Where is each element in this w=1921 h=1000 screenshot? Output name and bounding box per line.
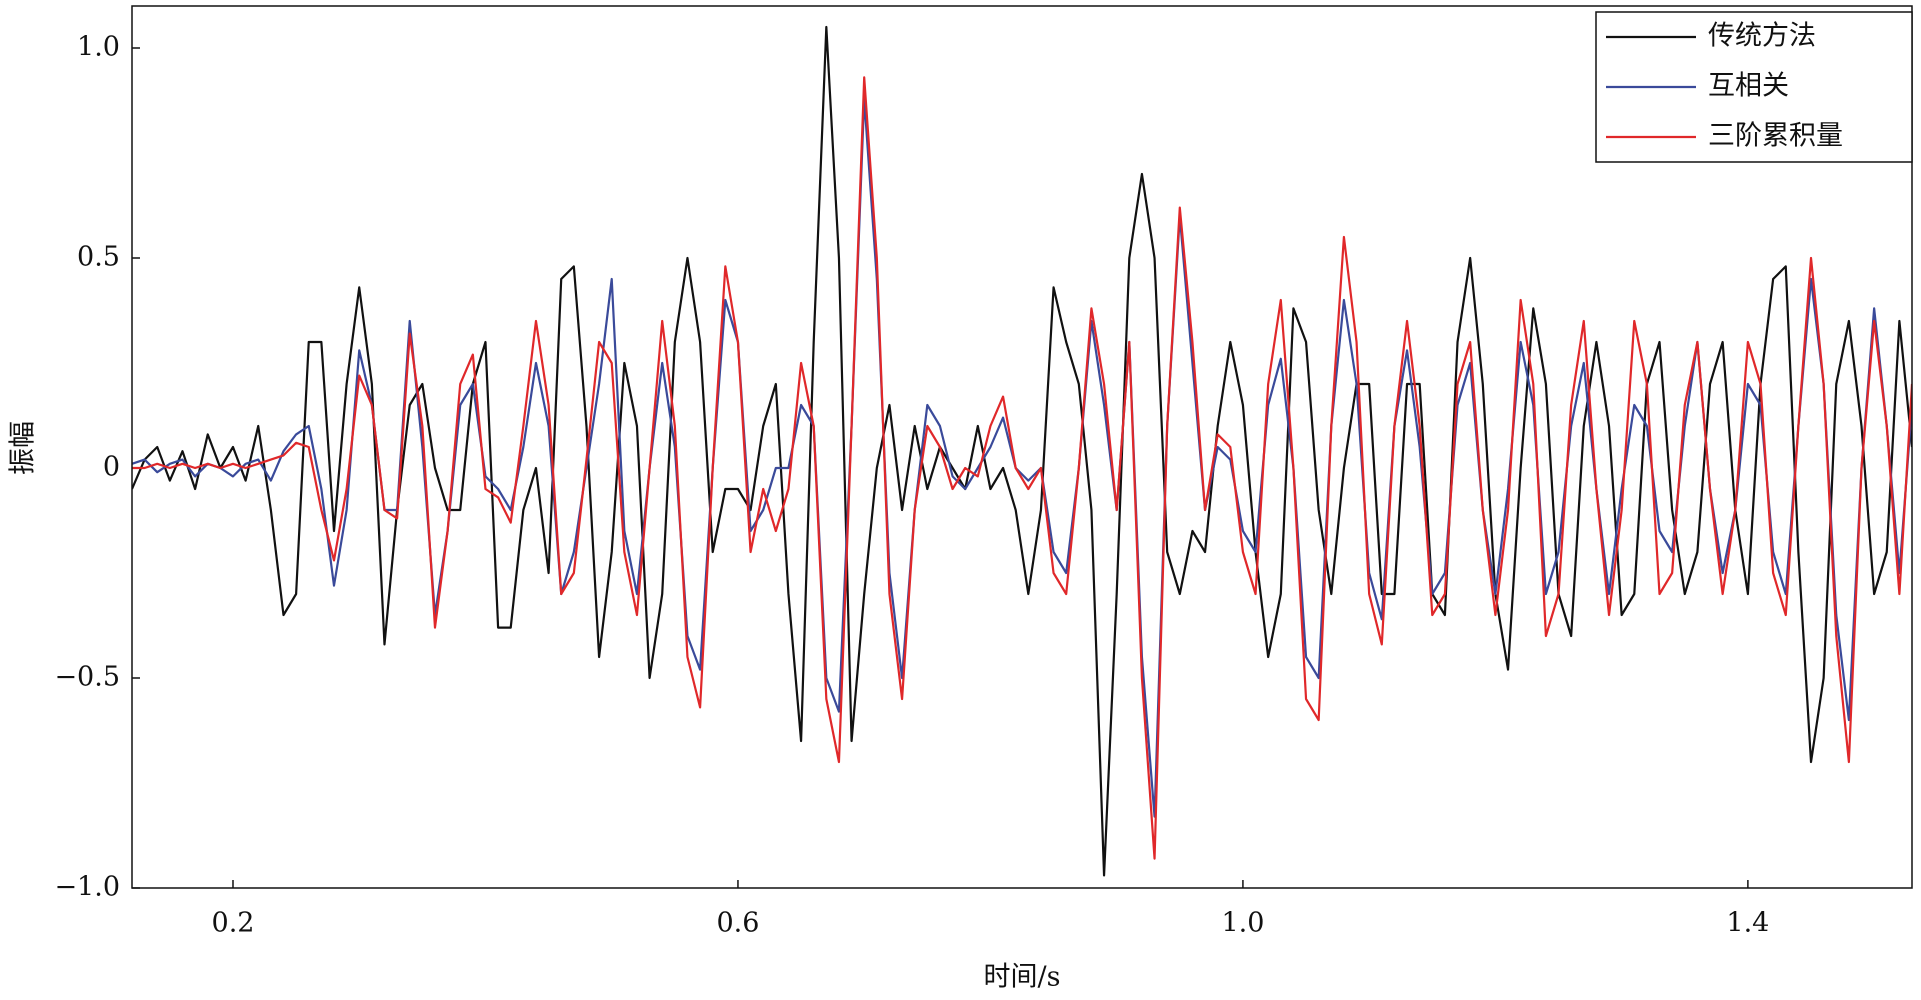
y-tick-label: −0.5 [54,662,120,693]
y-axis-label: 振幅 [8,421,39,475]
x-axis-label: 时间/s [984,962,1061,993]
plot-frame [131,5,1913,889]
y-tick-label: 1.0 [77,32,120,63]
y-tick-label: 0 [103,452,120,483]
y-tick-label: −1.0 [54,872,120,903]
x-tick-label: 0.2 [212,908,255,939]
x-tick-label: 1.0 [1221,908,1264,939]
legend-label: 互相关 [1708,71,1789,102]
x-tick-label: 1.4 [1726,908,1769,939]
legend-label: 三阶累积量 [1708,121,1843,152]
y-tick-label: 0.5 [77,242,120,273]
series-line [132,97,1912,818]
x-tick-label: 0.6 [716,908,759,939]
series-line [132,25,1912,877]
series-line [132,76,1912,860]
legend-label: 传统方法 [1708,21,1816,52]
